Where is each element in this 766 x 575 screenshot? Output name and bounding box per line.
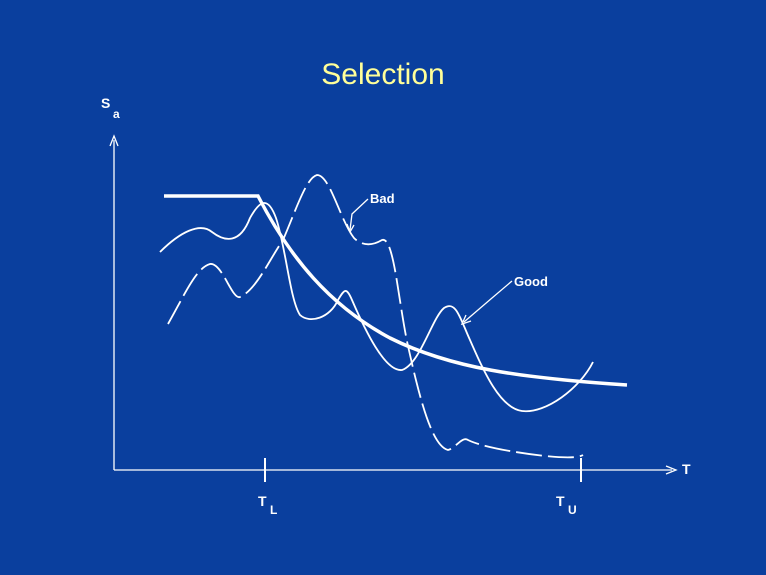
bad-record-curve [167,174,584,459]
bad-callout-leader [349,198,369,231]
good-callout-arrowhead [460,314,472,326]
tick-upper-label: TU [556,493,577,517]
x-axis-arrow [665,465,678,475]
bad-callout-arrowhead [346,223,355,234]
slide-title: Selection [321,58,445,91]
callout-good: Good [514,274,548,289]
y-axis-arrow [109,134,119,147]
good-callout-leader [463,280,513,323]
y-axis-label: Sa [101,95,120,121]
callout-bad: Bad [370,191,395,206]
tick-lower-label: TL [258,493,277,517]
x-axis-label: T [682,461,691,477]
good-record-curve [159,202,594,412]
target-spectrum-curve [164,194,628,387]
